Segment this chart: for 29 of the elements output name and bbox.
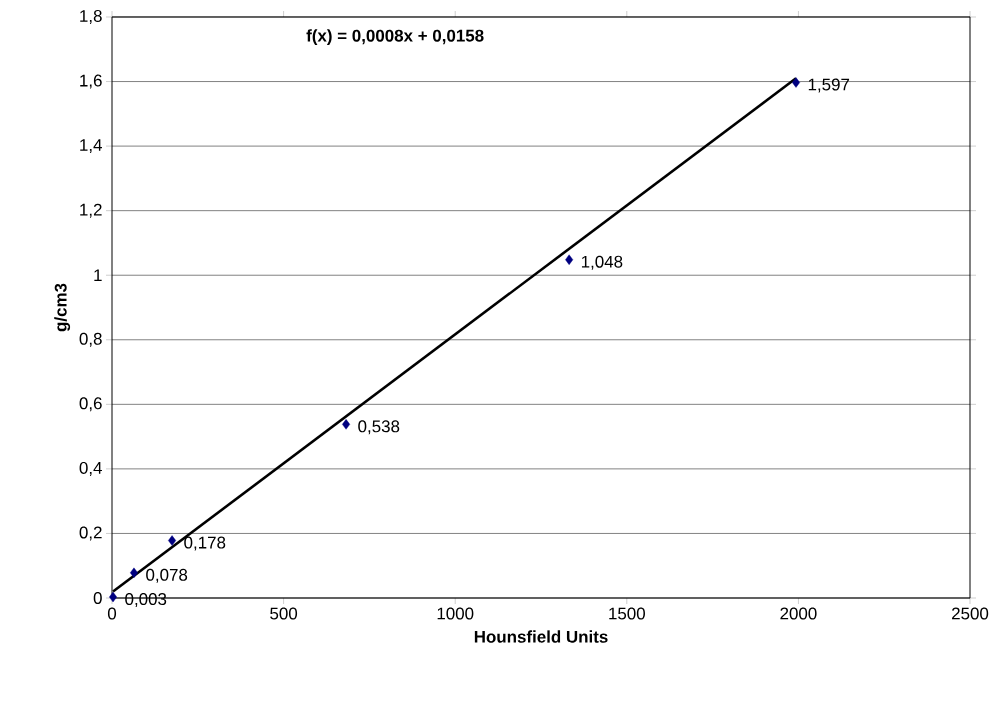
point <box>565 254 574 265</box>
y-tick-label: 1,6 <box>80 74 102 89</box>
y-tick-label: 0,8 <box>79 332 102 347</box>
y-tick-label: 1,4 <box>80 139 102 154</box>
y-axis-title: g/cm3 <box>54 283 71 332</box>
x-tick-label: 1000 <box>437 607 474 620</box>
point <box>130 567 138 578</box>
x-tick-label: 500 <box>270 607 298 620</box>
point <box>792 77 800 88</box>
y-tick-label: 0,2 <box>79 526 102 541</box>
data-label: 1,048 <box>581 255 623 270</box>
x-tick-label: 1500 <box>609 607 645 620</box>
x-tick-label: 2500 <box>952 607 989 620</box>
annotation: f(x) = 0,0008x + 0,0158 <box>306 29 484 46</box>
y-tick-label: 1,2 <box>80 203 102 218</box>
y-tick-label: 1 <box>94 269 102 282</box>
point <box>168 535 176 546</box>
x-axis-title: Hounsfield Units <box>474 630 608 643</box>
data-label: 0,538 <box>358 420 400 435</box>
y-tick-label: 1,8 <box>80 10 102 24</box>
y-tick-label: 0,4 <box>79 461 102 476</box>
point <box>342 419 350 430</box>
data-label: 0,078 <box>146 568 188 583</box>
y-tick-label: 0,6 <box>79 397 102 412</box>
y-tick-label: 0 <box>93 592 102 604</box>
data-label: 0,178 <box>184 536 226 551</box>
x-tick-label: 2000 <box>780 607 817 620</box>
x-tick-label: 0 <box>107 607 117 620</box>
data-label: 1,597 <box>808 78 850 93</box>
